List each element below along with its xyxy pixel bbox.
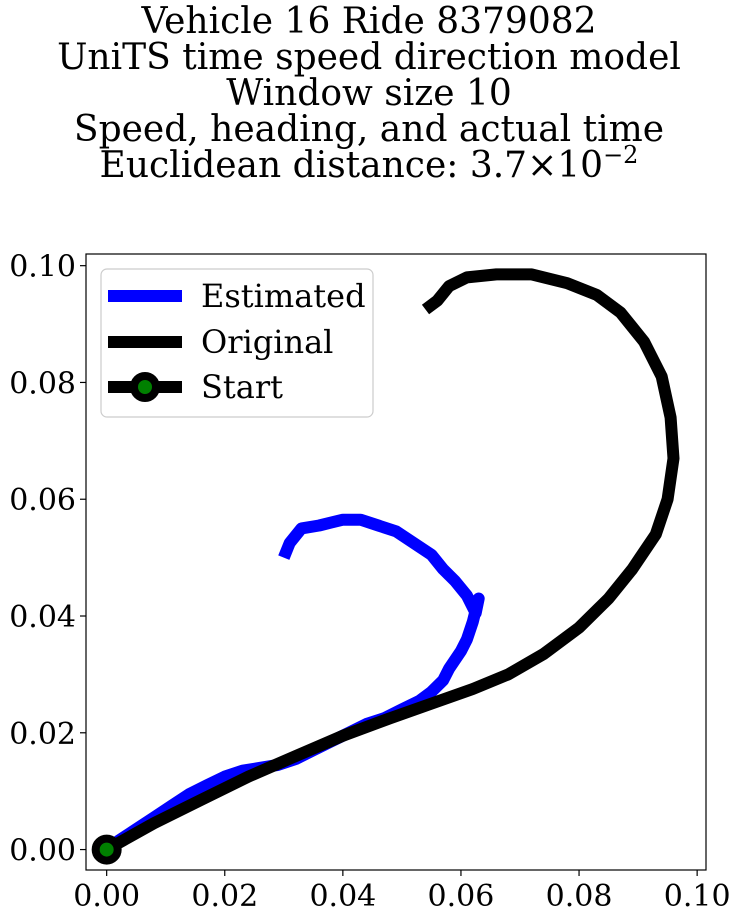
- y-tick-label: 0.04: [9, 600, 76, 635]
- legend-label-estimated: Estimated: [201, 277, 366, 315]
- y-tick-label: 0.08: [9, 366, 76, 401]
- start-point-marker: [91, 834, 122, 865]
- title-line-1: Vehicle 16 Ride 8379082: [141, 1, 597, 42]
- x-tick-label: 0.04: [309, 879, 376, 914]
- data-layer: [91, 268, 680, 865]
- x-tick-label: 0.10: [664, 879, 731, 914]
- title-line-5: Euclidean distance: 3.7×10−2: [0, 143, 738, 186]
- x-tick-label: 0.02: [191, 879, 258, 914]
- title-line-3: Window size 10: [226, 73, 512, 114]
- title-line-5-text: Euclidean distance: 3.7×10: [99, 145, 604, 186]
- series-line-estimated: [103, 513, 485, 855]
- legend-label-original: Original: [201, 323, 333, 361]
- ticks-layer: 0.00 0.02 0.04 0.06 0.08 0.10 0.00 0.02 0.04 0.06…: [9, 250, 730, 914]
- x-tick-label: 0.00: [73, 879, 140, 914]
- axes-frame: [85, 253, 707, 871]
- series-line-original: [103, 268, 680, 855]
- y-tick-label: 0.10: [9, 250, 76, 285]
- legend-start-marker: [130, 372, 160, 402]
- y-tick-label: 0.06: [9, 483, 76, 518]
- title-line-2: UniTS time speed direction model: [57, 37, 681, 78]
- title-line-5-exponent: −2: [603, 141, 639, 169]
- legend-box: [100, 268, 374, 418]
- x-tick-label: 0.08: [546, 879, 613, 914]
- y-tick-label: 0.02: [9, 717, 76, 752]
- legend-label-start: Start: [201, 368, 283, 406]
- y-tick-label: 0.00: [9, 834, 76, 869]
- chart-title: Vehicle 16 Ride 8379082 UniTS time speed…: [0, 4, 738, 184]
- title-line-4: Speed, heading, and actual time: [73, 109, 665, 150]
- legend: Estimated Original Start: [100, 268, 374, 418]
- x-tick-label: 0.06: [428, 879, 495, 914]
